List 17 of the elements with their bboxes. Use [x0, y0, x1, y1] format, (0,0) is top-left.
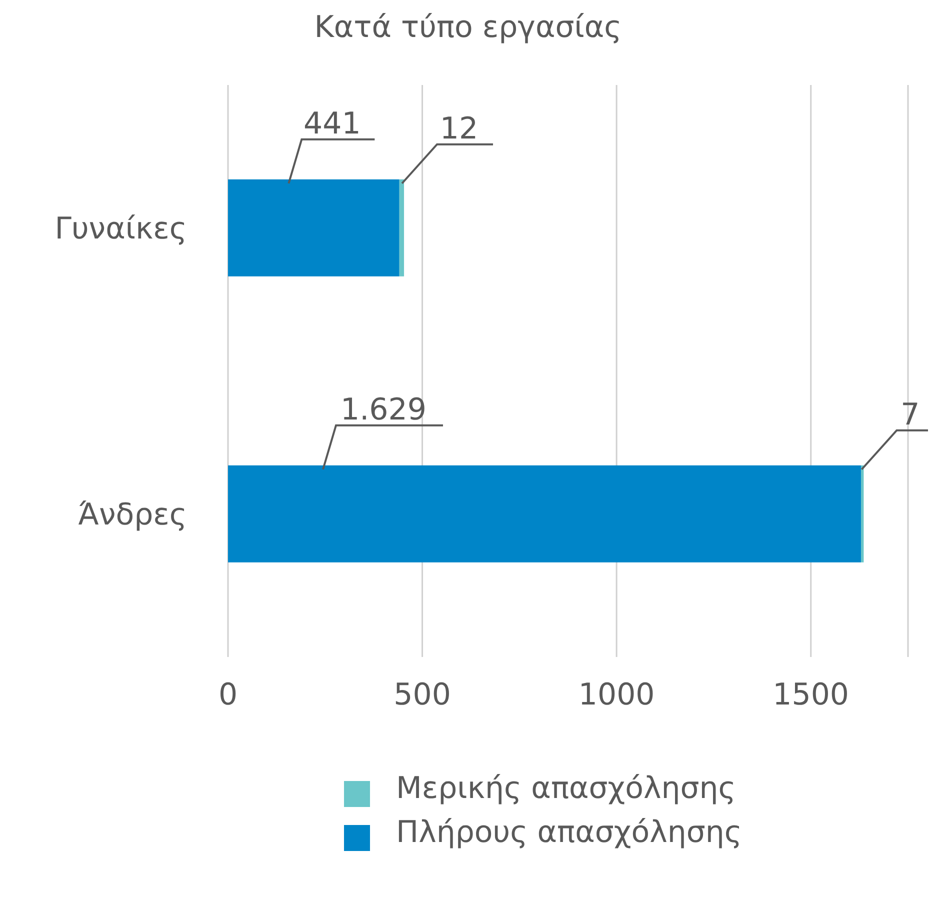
x-tick-label: 1500 — [772, 677, 850, 712]
bar — [860, 465, 864, 562]
x-tick-label: 500 — [394, 677, 451, 712]
data-label: 12 — [440, 111, 478, 146]
bar — [228, 465, 861, 562]
legend-label: Μερικής απασχόλησης — [396, 771, 736, 806]
y-tick-label: Άνδρες — [78, 498, 187, 533]
x-tick-label: 0 — [218, 677, 238, 712]
data-label: 1.629 — [340, 392, 426, 428]
bar — [228, 179, 400, 276]
y-tick-label: Γυναίκες — [54, 212, 187, 247]
bar — [399, 179, 404, 276]
chart-title: Κατά τύπο εργασίας — [313, 10, 623, 45]
x-tick-label: 1000 — [578, 677, 655, 712]
data-label: 7 — [900, 397, 920, 432]
data-label: 441 — [304, 106, 361, 142]
legend-label: Πλήρους απασχόλησης — [396, 815, 742, 850]
